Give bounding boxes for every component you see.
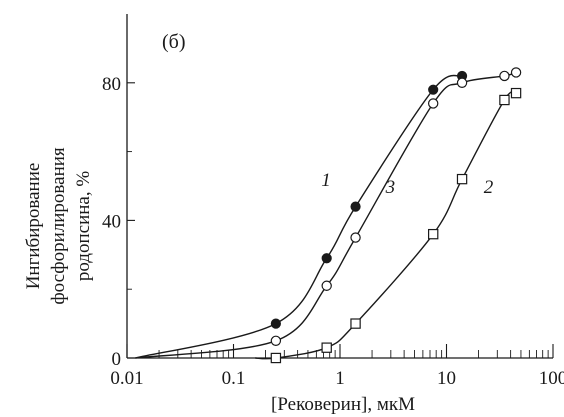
y-axis-title: Ингибирование фосфорилирования родопсина…	[23, 147, 94, 305]
y-tick-label: 40	[102, 211, 121, 232]
panel-label: (б)	[162, 31, 186, 53]
point-series-3	[510, 67, 522, 78]
point-series-2	[510, 87, 522, 99]
y-tick-label: 80	[102, 74, 121, 95]
point-series-3	[321, 280, 332, 291]
y-axis-title-line-1: Ингибирование	[23, 163, 44, 290]
y-axis-title-line-3: родопсина, %	[73, 171, 94, 281]
point-series-3	[499, 70, 510, 82]
y-axis-title-line-2: фосфорилирования	[48, 147, 69, 305]
x-tick-label: 1	[335, 368, 345, 389]
point-series-2	[427, 228, 439, 240]
x-tick-label: 0.01	[110, 368, 143, 389]
x-axis-title: [Рековерин], мкМ	[271, 394, 415, 415]
point-series-1	[270, 318, 281, 329]
point-series-2	[350, 318, 361, 329]
point-series-1	[350, 201, 361, 212]
x-tick-label: 0.1	[222, 368, 246, 389]
point-series-2	[499, 94, 510, 106]
point-series-1	[428, 84, 439, 95]
labels: 1 2 3	[321, 170, 494, 198]
point-series-2	[321, 342, 332, 353]
markers	[270, 67, 522, 364]
point-series-2	[270, 352, 282, 364]
point-series-2	[456, 173, 468, 185]
curve-series-2	[255, 90, 517, 360]
curve-series-3	[135, 71, 517, 359]
point-series-3	[350, 232, 361, 243]
series-label-2: 2	[484, 177, 494, 198]
curves	[135, 71, 517, 360]
x-tick-label: 10	[437, 368, 456, 389]
point-series-3	[270, 335, 282, 346]
axes: 0 40 80 0.01 0.1 1 10 100	[102, 14, 564, 389]
series-label-3: 3	[385, 177, 396, 198]
point-series-1	[321, 253, 332, 264]
curve-series-1	[135, 74, 463, 359]
x-tick-label: 100	[539, 368, 564, 389]
series-label-1: 1	[321, 170, 331, 191]
point-series-3	[427, 98, 439, 109]
point-series-3	[456, 77, 468, 89]
y-tick-label: 0	[112, 349, 122, 370]
